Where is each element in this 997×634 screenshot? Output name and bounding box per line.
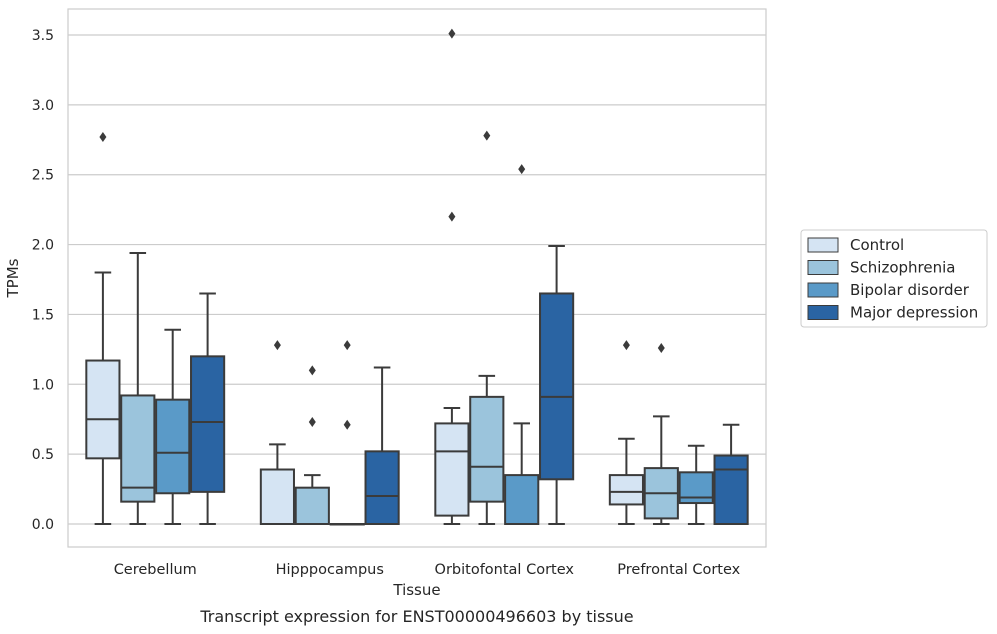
- outlier-point: [622, 340, 630, 351]
- box-schizophrenia: [294, 365, 330, 525]
- box-control: [85, 131, 121, 525]
- box-series: [85, 28, 749, 526]
- y-axis-label: TPMs: [4, 258, 22, 298]
- box-body: [469, 395, 505, 503]
- box-body: [190, 355, 226, 493]
- box-bipolar-disorder: [504, 164, 540, 526]
- outlier-point: [343, 340, 351, 351]
- y-tick-label: 0.0: [32, 517, 54, 533]
- legend-label: Major depression: [850, 304, 978, 322]
- box-bipolar-disorder: [329, 340, 365, 526]
- y-tick-label: 0.5: [32, 447, 54, 463]
- box-body: [120, 394, 156, 503]
- outlier-point: [448, 211, 456, 222]
- y-tick-label: 2.5: [32, 168, 54, 184]
- legend-frame: [800, 229, 988, 328]
- y-axis-ticks: 0.0 0.5 1.0 1.5 2.0 2.5 3.0 3.5: [32, 28, 54, 533]
- x-tick-label: Hipppocampus: [276, 562, 384, 578]
- outlier-point: [343, 419, 351, 430]
- x-tick-label: Orbitofontal Cortex: [435, 562, 575, 578]
- box-bipolar-disorder: [155, 328, 191, 525]
- legend-swatch: [807, 237, 839, 253]
- box-major-depression: [539, 244, 575, 525]
- outlier-point: [308, 365, 316, 376]
- y-tick-label: 2.0: [32, 238, 54, 254]
- box-schizophrenia: [469, 130, 505, 525]
- box-major-depression: [364, 366, 400, 525]
- outlier-point: [99, 131, 107, 142]
- box-schizophrenia: [643, 342, 679, 525]
- x-axis-label: Tissue: [392, 581, 440, 599]
- box-body: [294, 486, 330, 525]
- box-body: [85, 359, 121, 460]
- y-tick-label: 1.0: [32, 377, 54, 393]
- chart-caption: Transcript expression for ENST0000049660…: [199, 607, 633, 626]
- box-body: [155, 398, 191, 495]
- legend-label: Control: [850, 236, 904, 254]
- box-major-depression: [190, 292, 226, 525]
- y-tick-label: 3.0: [32, 98, 54, 114]
- legend: Control Schizophrenia Bipolar disorder Majo…: [800, 229, 988, 328]
- box-body: [608, 474, 644, 506]
- x-tick-label: Prefrontal Cortex: [617, 562, 740, 578]
- legend-swatch: [807, 305, 839, 320]
- legend-label: Schizophrenia: [850, 259, 955, 277]
- box-body: [504, 474, 540, 526]
- outlier-point: [657, 342, 665, 353]
- outlier-point: [273, 340, 281, 351]
- box-bipolar-disorder: [678, 444, 714, 525]
- box-control: [434, 28, 470, 525]
- box-control: [259, 340, 295, 525]
- legend-label: Bipolar disorder: [850, 281, 970, 299]
- box-body: [364, 450, 400, 525]
- box-major-depression: [713, 423, 749, 526]
- y-tick-label: 1.5: [32, 307, 54, 323]
- x-tick-label: Cerebellum: [114, 562, 197, 578]
- plot-frame: [67, 8, 767, 548]
- outlier-point: [483, 130, 491, 141]
- legend-swatch: [807, 260, 839, 275]
- y-tick-label: 3.5: [32, 28, 54, 44]
- box-control: [608, 340, 644, 525]
- box-schizophrenia: [120, 251, 156, 525]
- box-body: [434, 422, 470, 517]
- outlier-point: [448, 28, 456, 39]
- outlier-point: [518, 164, 526, 175]
- box-body: [259, 468, 295, 525]
- box-body: [539, 292, 575, 481]
- outlier-point: [308, 417, 316, 428]
- x-axis-ticks: Cerebellum Hipppocampus Orbitofontal Corte…: [114, 562, 741, 578]
- legend-swatch: [807, 282, 839, 298]
- box-body: [713, 454, 749, 526]
